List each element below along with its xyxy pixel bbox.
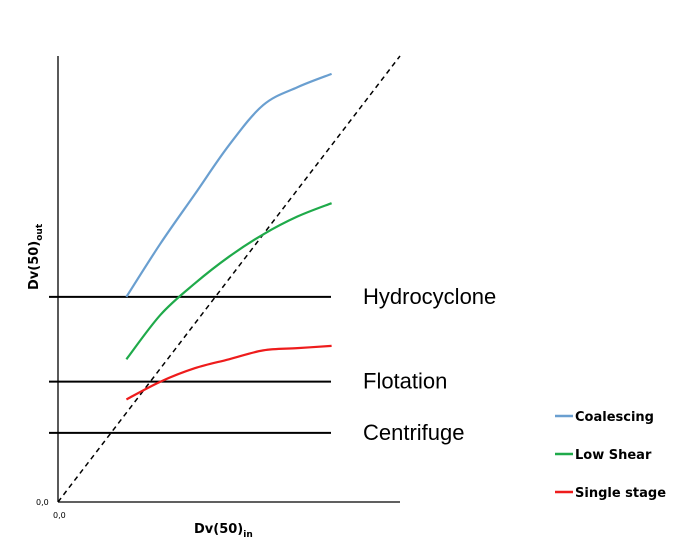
legend: Coalescing Low Shear Single stage: [555, 410, 666, 501]
threshold-label-centrifuge: Centrifuge: [363, 420, 465, 445]
y-axis-label-main: Dv(50): [27, 241, 42, 290]
threshold-label-flotation: Flotation: [363, 369, 447, 394]
x-axis-label-sub: in: [243, 530, 253, 540]
x-origin-tick-label: 0,0: [53, 511, 66, 520]
legend-label-single-stage: Single stage: [575, 486, 666, 501]
y-axis-label: Dv(50)out: [27, 223, 45, 290]
threshold-lines: Hydrocyclone Flotation Centrifuge: [49, 284, 496, 445]
y-axis-label-sub: out: [35, 223, 45, 241]
x-axis-label: Dv(50)in: [194, 522, 253, 540]
legend-label-coalescing: Coalescing: [575, 410, 654, 425]
series-line-low-shear: [126, 203, 331, 359]
legend-label-low-shear: Low Shear: [575, 448, 652, 463]
series-lines: [126, 74, 331, 400]
y-origin-tick-label: 0,0: [36, 498, 49, 507]
x-axis-label-main: Dv(50): [194, 522, 243, 537]
reference-line-group: [58, 56, 400, 502]
threshold-label-hydrocyclone: Hydrocyclone: [363, 284, 496, 309]
reference-line-dashed: [58, 56, 400, 502]
